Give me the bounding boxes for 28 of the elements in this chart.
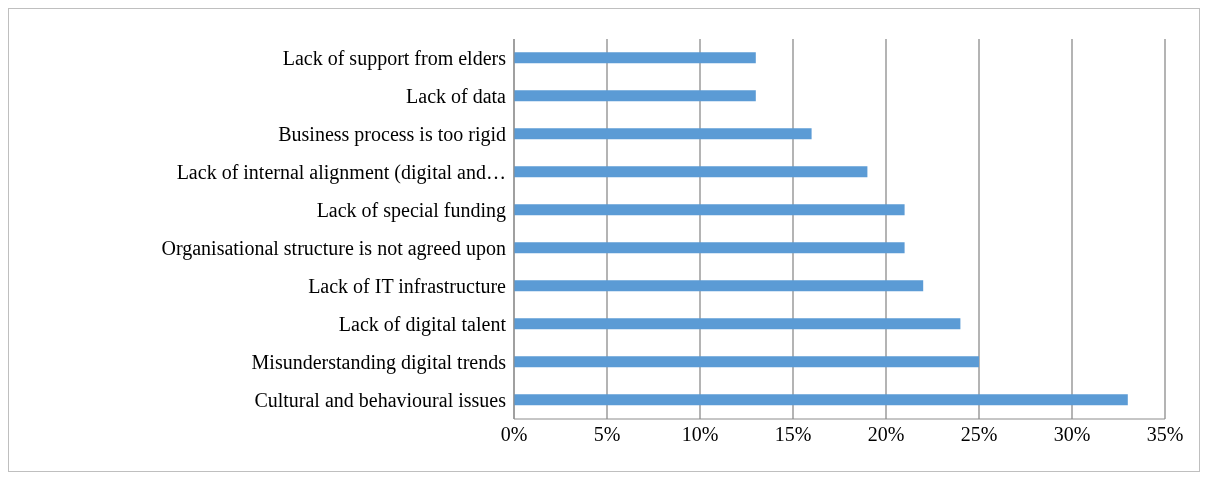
y-tick-label: Misunderstanding digital trends <box>251 351 507 375</box>
bar <box>514 90 756 102</box>
bar <box>514 204 905 216</box>
y-tick-label: Lack of special funding <box>316 199 506 223</box>
bar <box>514 128 812 140</box>
y-tick-label: Lack of support from elders <box>282 47 507 71</box>
bar <box>514 52 756 64</box>
y-tick-label: Cultural and behavioural issues <box>254 389 507 412</box>
y-tick-label: Lack of digital talent <box>338 313 507 337</box>
x-tick-label: 20% <box>867 423 905 446</box>
x-tick-label: 35% <box>1146 423 1184 446</box>
x-tick-label: 10% <box>681 423 719 446</box>
x-tick-label: 15% <box>774 423 812 446</box>
bar <box>514 242 905 254</box>
y-tick-label: Business process is too rigid <box>278 123 506 147</box>
y-tick-label: Lack of IT infrastructure <box>308 275 507 298</box>
bar <box>514 356 979 368</box>
bar <box>514 166 868 178</box>
x-tick-label: 30% <box>1053 423 1091 446</box>
bar <box>514 318 961 330</box>
bar <box>514 280 924 292</box>
y-tick-label: Organisational structure is not agreed upon <box>161 237 506 261</box>
bar <box>514 394 1128 406</box>
y-tick-label: Lack of data <box>406 85 507 108</box>
y-tick-label: Lack of internal alignment (digital and… <box>176 161 506 185</box>
x-tick-label: 5% <box>593 423 621 446</box>
x-tick-label: 25% <box>960 423 998 446</box>
x-tick-label: 0% <box>500 423 528 446</box>
